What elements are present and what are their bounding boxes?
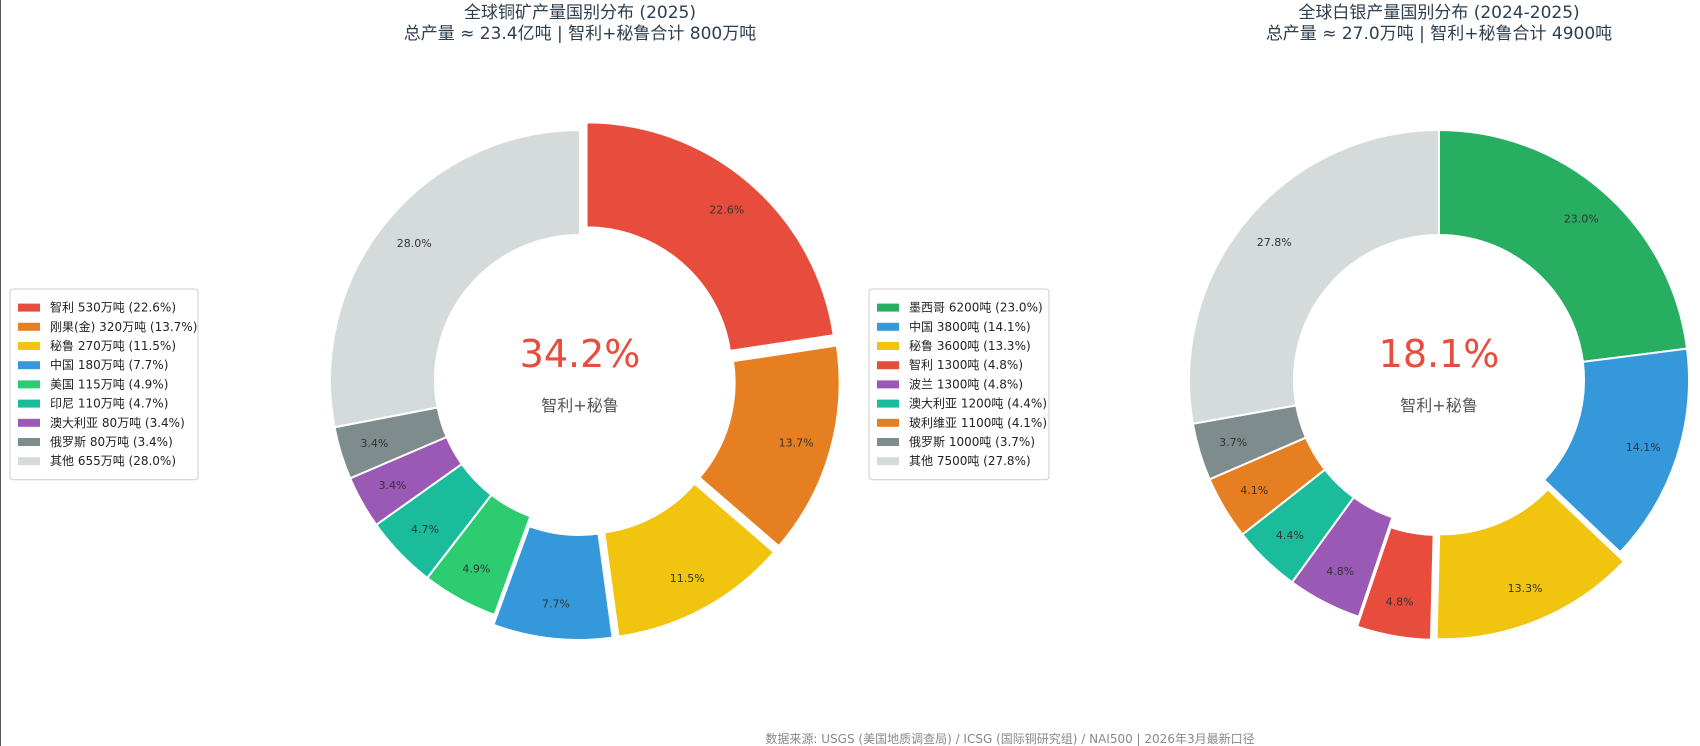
legend-entry: 玻利维亚 1100吨 (4.1%) <box>909 416 1047 430</box>
slice-pct-label: 4.7% <box>411 523 439 536</box>
slice-4 <box>492 524 614 641</box>
slice-pct-label: 3.7% <box>1219 436 1247 449</box>
slice-pct-label: 11.5% <box>670 572 705 585</box>
legend-entry: 秘鲁 3600吨 (13.3%) <box>909 339 1031 353</box>
slice-labels: 23.0% 14.1% 13.3% 4.8% 4.8% 4.4% 4.1% 3.7% 27.8% <box>1219 213 1661 609</box>
legend-entry: 印尼 110万吨 (4.7%) <box>50 397 168 411</box>
slice-pct-label: 27.8% <box>1257 236 1292 249</box>
legend-swatch <box>18 342 40 350</box>
slice-pct-label: 3.4% <box>378 479 406 492</box>
legend-swatch <box>18 380 40 389</box>
slice-pct-label: 14.1% <box>1626 441 1661 454</box>
legend-entry: 智利 1300吨 (4.8%) <box>909 357 1023 372</box>
left-edge-line <box>0 0 1 746</box>
legend-swatch <box>18 303 40 312</box>
legend: 墨西哥 6200吨 (23.0%) 中国 3800吨 (14.1%) 秘鲁 3600… <box>868 288 1050 481</box>
slice-9 <box>329 128 581 429</box>
legend-swatch <box>18 399 40 408</box>
legend-entry: 澳大利亚 1200吨 (4.4%) <box>909 397 1047 411</box>
slice-pct-label: 4.1% <box>1240 484 1268 497</box>
slice-3 <box>603 482 776 638</box>
legend-entry: 俄罗斯 80万吨 (3.4%) <box>50 435 173 449</box>
copper-donut-chart: 全球铜矿产量国别分布 (2025) 总产量 ≈ 23.4亿吨 | 智利+秘鲁合计… <box>9 3 841 641</box>
slice-pct-label: 28.0% <box>397 237 432 250</box>
legend-swatch <box>877 399 899 408</box>
legend-frame <box>9 288 199 481</box>
chart-subtitle: 总产量 ≈ 27.0万吨 | 智利+秘鲁合计 4900吨 <box>1266 24 1612 44</box>
legend-swatch <box>18 322 40 331</box>
legend-entry: 澳大利亚 80万吨 (3.4%) <box>50 416 185 430</box>
slice-pct-label: 4.4% <box>1276 529 1304 542</box>
slice-2 <box>697 344 841 548</box>
center-value: 18.1% <box>1379 332 1500 376</box>
legend-entry: 美国 115万吨 (4.9%) <box>50 377 168 391</box>
legend-entry: 墨西哥 6200吨 (23.0%) <box>909 301 1043 315</box>
legend-swatch <box>18 361 40 370</box>
slice-pct-label: 22.6% <box>709 203 744 216</box>
slice-1 <box>1438 128 1689 363</box>
legend: 智利 530万吨 (22.6%) 刚果(金) 320万吨 (13.7%) 秘鲁 27… <box>9 288 199 481</box>
slices <box>1188 128 1690 641</box>
slice-4 <box>1355 525 1435 641</box>
center-label: 智利+秘鲁 <box>541 396 618 415</box>
legend-swatch <box>877 438 899 446</box>
slice-pct-label: 3.4% <box>360 437 388 450</box>
slice-labels: 22.6% 13.7% 11.5% 7.7% 4.9% 4.7% 3.4% 3.4% 28.0% <box>360 203 813 610</box>
legend-swatch <box>877 342 899 350</box>
legend-frame <box>868 288 1050 481</box>
center-value: 34.2% <box>520 332 641 376</box>
legend-swatch <box>877 303 899 312</box>
legend-entry: 中国 3800吨 (14.1%) <box>909 319 1031 334</box>
legend-swatch <box>877 457 899 466</box>
slice-2 <box>1542 347 1690 554</box>
legend-entry: 秘鲁 270万吨 (11.5%) <box>50 339 176 353</box>
slices <box>329 121 841 641</box>
legend-entry: 其他 655万吨 (28.0%) <box>50 454 176 468</box>
legend-entry: 其他 7500吨 (27.8%) <box>909 454 1031 468</box>
legend-swatch <box>877 361 899 370</box>
legend-swatch <box>18 418 40 427</box>
chart-title: 全球白银产量国别分布 (2024-2025) <box>1298 3 1579 23</box>
chart-subtitle: 总产量 ≈ 23.4亿吨 | 智利+秘鲁合计 800万吨 <box>404 24 757 44</box>
slice-pct-label: 13.7% <box>779 436 814 449</box>
silver-donut-chart: 全球白银产量国别分布 (2024-2025) 总产量 ≈ 27.0万吨 | 智利… <box>868 3 1690 641</box>
legend-swatch <box>877 322 899 331</box>
slice-pct-label: 4.8% <box>1386 596 1414 609</box>
slice-pct-label: 7.7% <box>542 598 570 611</box>
slice-9 <box>1188 128 1440 425</box>
chart-title: 全球铜矿产量国别分布 (2025) <box>464 3 696 23</box>
legend-entry: 中国 180万吨 (7.7%) <box>50 357 168 372</box>
slice-1 <box>585 121 835 352</box>
slice-3 <box>1435 487 1626 641</box>
legend-entry: 智利 530万吨 (22.6%) <box>50 300 176 315</box>
slice-pct-label: 4.9% <box>462 562 490 575</box>
legend-swatch <box>877 418 899 427</box>
slice-pct-label: 13.3% <box>1508 582 1543 595</box>
center-label: 智利+秘鲁 <box>1400 396 1477 415</box>
legend-swatch <box>18 457 40 466</box>
legend-swatch <box>18 438 40 446</box>
legend-entry: 波兰 1300吨 (4.8%) <box>909 377 1023 391</box>
legend-entry: 俄罗斯 1000吨 (3.7%) <box>909 435 1035 449</box>
slice-pct-label: 23.0% <box>1564 213 1599 226</box>
slice-pct-label: 4.8% <box>1326 565 1354 578</box>
legend-swatch <box>877 380 899 389</box>
legend-entry: 刚果(金) 320万吨 (13.7%) <box>50 319 197 334</box>
footer-source: 数据来源: USGS (美国地质调查局) / ICSG (国际铜研究组) / N… <box>765 731 1254 746</box>
